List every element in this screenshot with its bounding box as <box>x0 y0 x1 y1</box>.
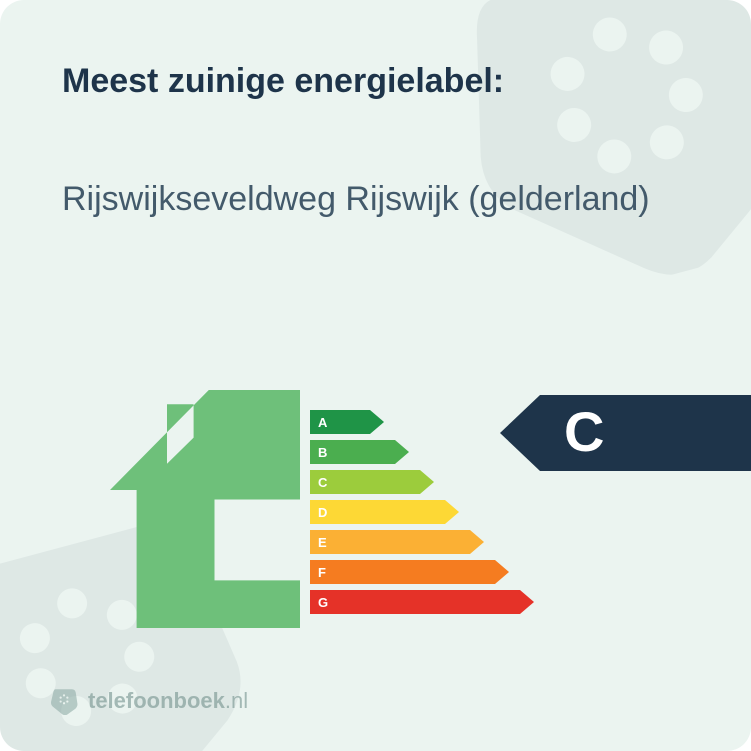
footer: telefoonboek.nl <box>50 687 248 715</box>
selected-label-tag: C <box>500 395 751 471</box>
house-icon <box>110 390 300 633</box>
card-subtitle: Rijswijkseveldweg Rijswijk (gelderland) <box>62 178 650 221</box>
bar-shape <box>310 560 509 584</box>
bar-label: A <box>318 410 327 434</box>
energy-label-card: Meest zuinige energielabel: Rijswijkseve… <box>0 0 751 751</box>
footer-brand-tld: .nl <box>225 688 248 713</box>
bar-label: E <box>318 530 327 554</box>
bar-label: B <box>318 440 327 464</box>
bar-shape <box>310 590 534 614</box>
card-title: Meest zuinige energielabel: <box>62 62 504 101</box>
card-content: Meest zuinige energielabel: Rijswijkseve… <box>0 0 751 751</box>
bar-shape <box>310 470 434 494</box>
bar-label: G <box>318 590 328 614</box>
bar-shape <box>310 500 459 524</box>
bar-label: D <box>318 500 327 524</box>
bar-shape <box>310 530 484 554</box>
selected-label-letter: C <box>564 399 604 464</box>
phonebook-icon <box>50 687 78 715</box>
footer-brand: telefoonboek.nl <box>88 688 248 714</box>
bar-label: C <box>318 470 327 494</box>
bar-label: F <box>318 560 326 584</box>
footer-brand-name: telefoonboek <box>88 688 225 713</box>
tag-shape <box>500 395 751 476</box>
